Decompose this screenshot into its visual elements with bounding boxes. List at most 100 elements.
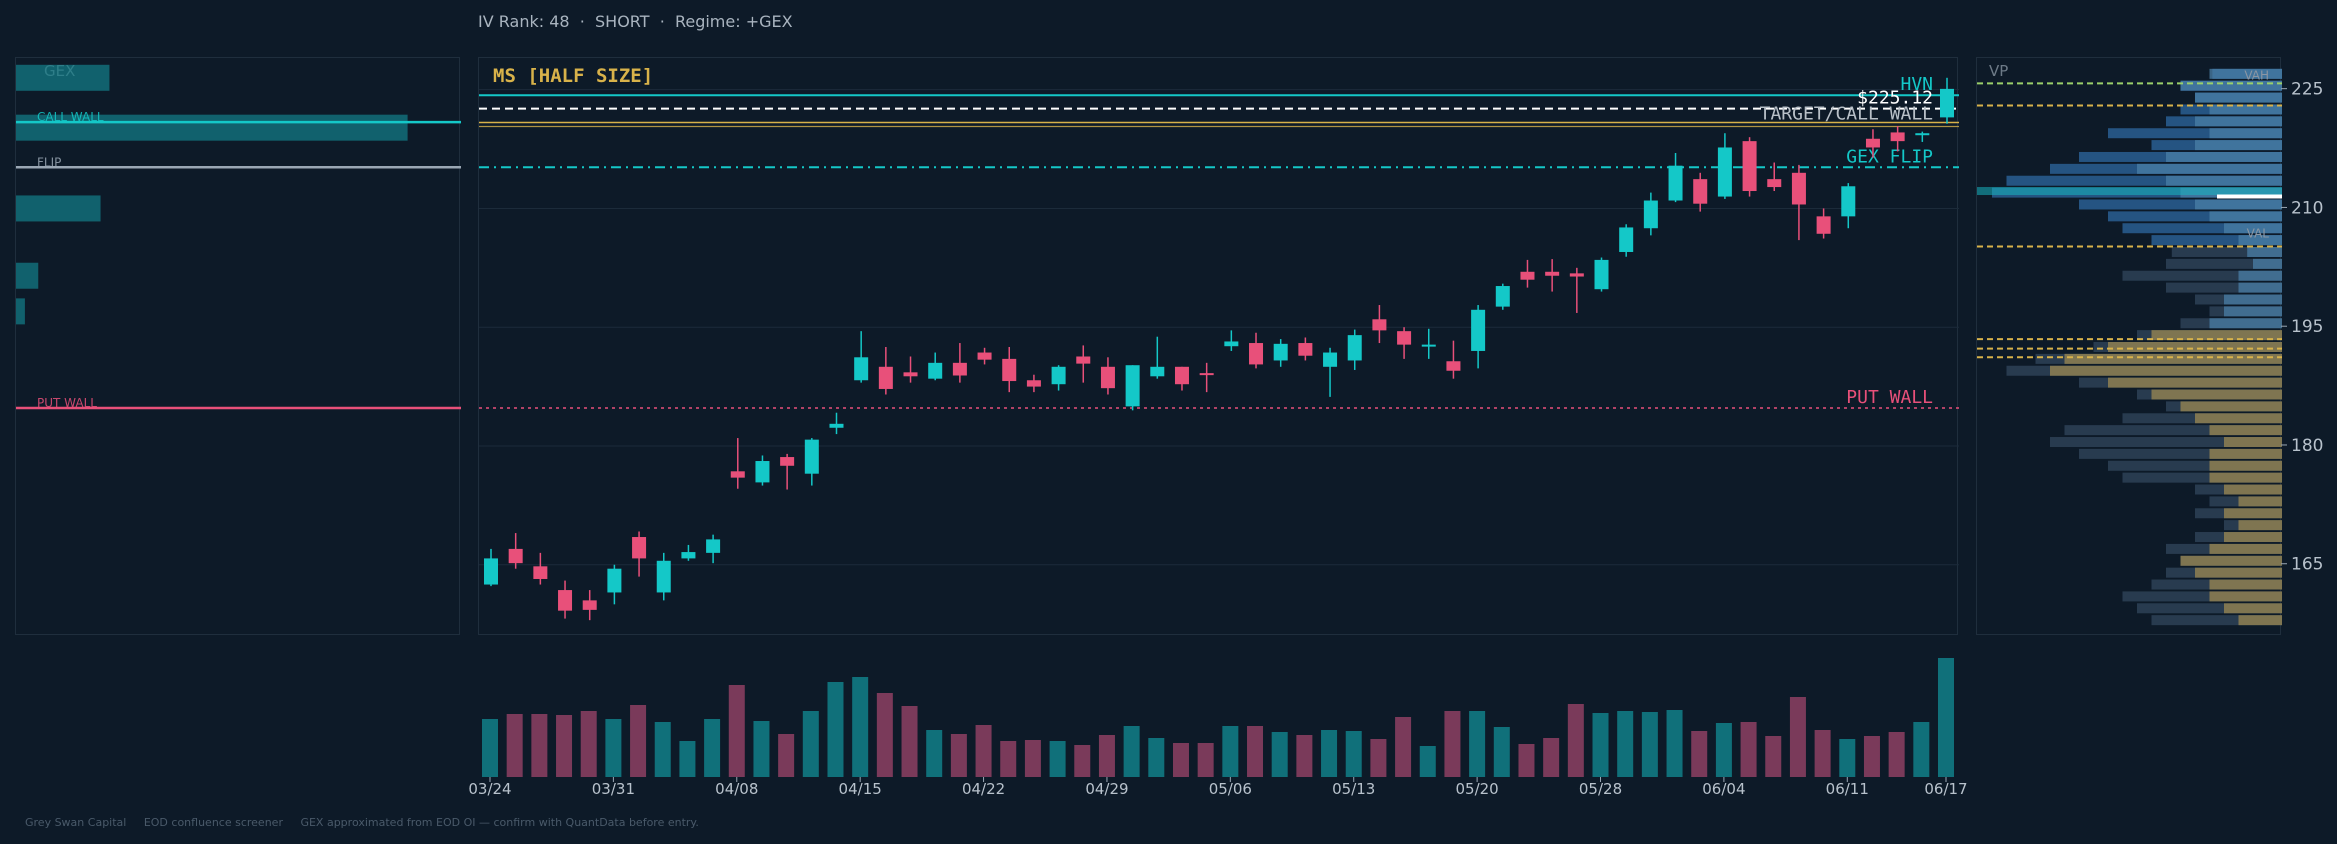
vp-row-overlay — [2209, 460, 2282, 471]
vp-row-overlay — [2209, 472, 2282, 483]
volume-bar — [1172, 743, 1189, 777]
candle-body — [1026, 380, 1041, 387]
ticker-label: MS [HALF SIZE] — [493, 65, 653, 87]
vp-row-overlay — [2238, 282, 2282, 293]
vp-row-overlay — [2180, 555, 2282, 566]
footer-screener: EOD confluence screener — [143, 816, 283, 829]
candle-body — [1841, 186, 1856, 217]
volume-bar — [1789, 697, 1806, 777]
volume-bar — [1765, 736, 1782, 777]
vp-row — [2108, 460, 2282, 471]
volume-bar — [802, 711, 819, 777]
candle-body — [1100, 366, 1115, 389]
vp-row-overlay — [2180, 80, 2282, 91]
candle-body — [1421, 344, 1436, 347]
candle-body — [1249, 343, 1264, 365]
candle-body — [1372, 319, 1387, 331]
chart-header-info: IV Rank: 48 · SHORT · Regime: +GEX — [478, 12, 793, 31]
gex-bar — [16, 262, 39, 289]
vp-row-overlay — [2195, 199, 2282, 210]
volume-bar — [1567, 704, 1584, 777]
volume-bar — [1049, 741, 1066, 777]
volume-bar — [1123, 726, 1140, 777]
vp-row-overlay — [2224, 532, 2282, 543]
vp-row — [2006, 175, 2282, 186]
candle-body — [632, 537, 647, 559]
vp-row — [2122, 270, 2282, 281]
vp-row-overlay — [2195, 92, 2282, 103]
candle-body — [1643, 200, 1658, 229]
candle-body — [1347, 335, 1362, 361]
volume-bar — [827, 682, 844, 777]
vp-row — [2171, 246, 2282, 257]
volume-bar — [482, 719, 498, 777]
volume-bar — [1839, 739, 1856, 777]
volume-bar — [1814, 730, 1831, 777]
footer-brand: Grey Swan Capital — [25, 816, 127, 829]
level-label: HVN — [1900, 74, 1933, 95]
candle-body — [1174, 366, 1189, 385]
vp-row-overlay — [2238, 615, 2282, 626]
vp-row-overlay — [2195, 413, 2282, 424]
volume-bar — [1641, 712, 1658, 777]
volume-bar — [605, 719, 622, 777]
vp-row-overlay — [2224, 484, 2282, 495]
candle-body — [681, 552, 696, 559]
vp-row-overlay — [2224, 294, 2282, 305]
volume-bar — [1469, 711, 1486, 777]
volume-bar — [704, 719, 721, 777]
vp-row — [2151, 235, 2282, 246]
price-chart-panel: HVN $225.12 TARGET/CALL WALL GEX FLIP PUT WA… — [478, 57, 1959, 635]
candle-body — [1791, 172, 1806, 205]
volume-bar — [531, 714, 548, 777]
vp-row-overlay — [2195, 140, 2282, 151]
vp-row — [2079, 448, 2282, 459]
volume-bar — [1444, 711, 1461, 777]
volume-bar — [1740, 722, 1757, 777]
vp-poc-band — [1977, 187, 2282, 196]
volume-bar — [1518, 744, 1535, 777]
x-tick-label: 04/22 — [962, 780, 1005, 798]
candle-body — [1594, 259, 1609, 290]
volume-bar — [1222, 726, 1239, 777]
vp-row-overlay — [2050, 365, 2282, 376]
volume-bar — [1074, 745, 1091, 777]
volume-bar — [679, 741, 696, 777]
volume-bar — [1666, 710, 1683, 777]
candle-body — [1545, 271, 1560, 276]
y-tick-label: 195 — [2291, 317, 2323, 337]
volume-bar — [901, 706, 918, 777]
volume-bar — [1395, 717, 1412, 777]
vp-row-overlay — [2137, 163, 2282, 174]
candle-body — [1224, 341, 1239, 347]
x-tick-label: 05/28 — [1579, 780, 1622, 798]
gex-bar — [16, 195, 101, 222]
candle-body — [780, 457, 795, 466]
candle-body — [1520, 271, 1535, 280]
vp-row-overlay — [2209, 579, 2282, 590]
vp-row-overlay — [2209, 68, 2282, 79]
volume-bar — [1543, 738, 1560, 777]
vp-row-overlay — [2209, 543, 2282, 554]
vp-row — [2108, 128, 2282, 139]
regime-label: Regime: +GEX — [674, 12, 793, 31]
gex-bar — [16, 298, 25, 325]
iv-rank-label: IV Rank: 48 — [478, 12, 570, 31]
volume-bar — [1592, 713, 1609, 777]
vp-row-overlay — [2224, 437, 2282, 448]
vp-row — [2122, 223, 2282, 234]
candle-body — [1619, 227, 1634, 252]
candle-body — [1865, 138, 1880, 148]
candle-body — [1446, 361, 1461, 371]
candle-body — [903, 372, 918, 377]
volume-bar — [876, 693, 893, 777]
candle-body — [977, 352, 992, 360]
volume-bar — [1247, 726, 1264, 777]
volume-bar — [506, 714, 523, 777]
vp-row-overlay — [2195, 116, 2282, 127]
volume-bar — [1863, 736, 1880, 777]
candle-body — [607, 568, 622, 593]
y-tick-label: 180 — [2291, 436, 2323, 456]
volume-profile-panel: VP VAH VAL — [1976, 57, 2282, 635]
